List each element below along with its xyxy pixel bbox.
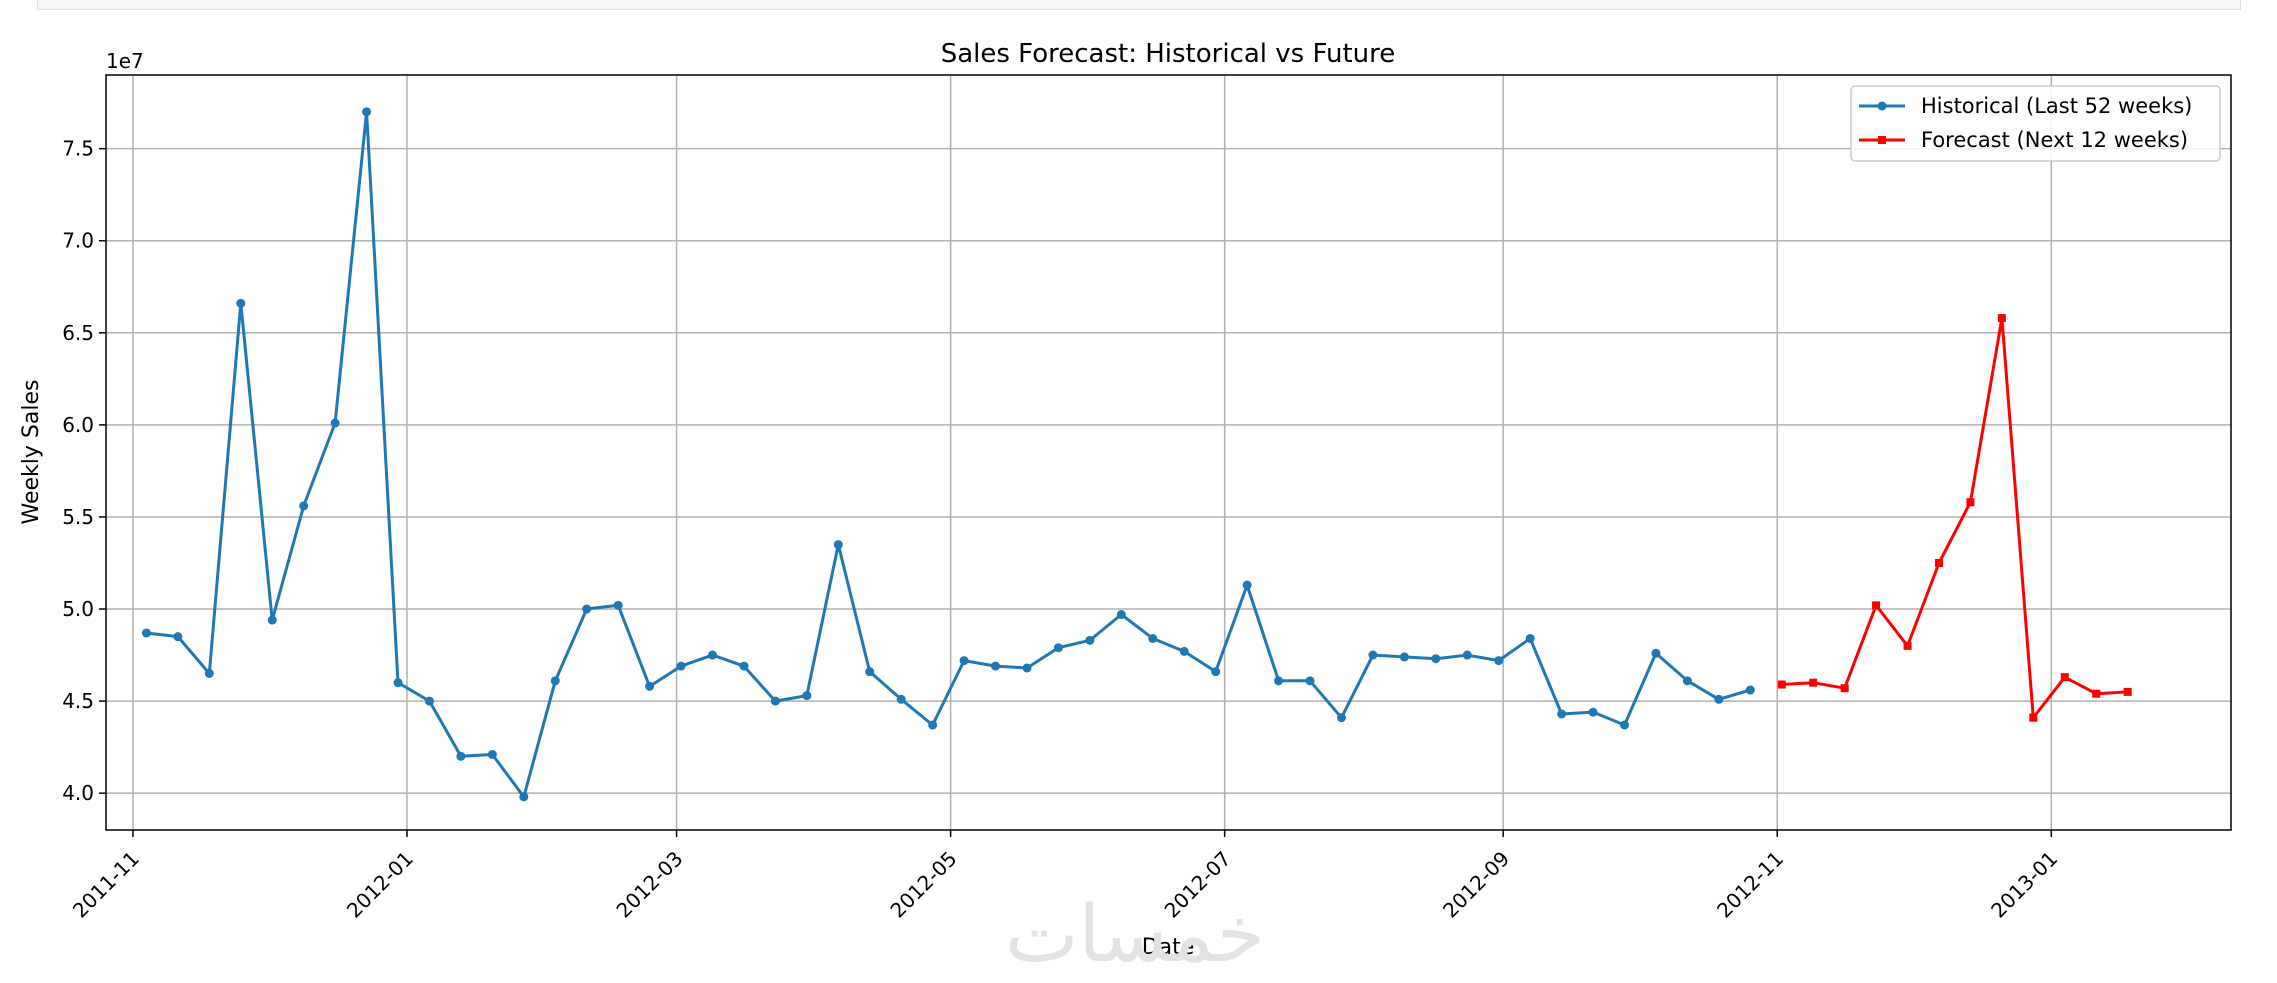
data-point-historical <box>959 656 969 666</box>
data-point-historical <box>613 600 623 610</box>
x-tick-label: 2012-01 <box>342 846 418 922</box>
y-tick-label: 5.5 <box>62 505 94 529</box>
data-point-historical <box>676 661 686 671</box>
data-point-historical <box>141 628 151 638</box>
data-point-historical <box>708 650 718 660</box>
legend-label-forecast: Forecast (Next 12 weeks) <box>1921 128 2188 152</box>
data-point-historical <box>299 501 309 511</box>
data-point-historical <box>928 720 938 730</box>
data-point-historical <box>267 615 277 625</box>
x-tick-label: 2011-11 <box>68 846 144 922</box>
data-point-historical <box>393 678 403 688</box>
plot-frame <box>105 74 2232 831</box>
legend: Historical (Last 52 weeks) Forecast (Nex… <box>1850 85 2221 162</box>
data-point-historical <box>833 540 843 550</box>
data-point-historical <box>739 661 749 671</box>
y-tick-label: 4.5 <box>62 689 94 713</box>
data-point-historical <box>550 676 560 686</box>
data-point-historical <box>519 792 529 802</box>
data-point-historical <box>1116 610 1126 620</box>
x-tick-label: 2012-09 <box>1438 846 1514 922</box>
data-point-historical <box>173 632 183 642</box>
data-point-forecast <box>2123 687 2132 696</box>
data-point-historical <box>1557 709 1567 719</box>
data-point-forecast <box>1903 641 1912 650</box>
data-point-historical <box>1242 580 1252 590</box>
data-point-historical <box>865 667 875 677</box>
data-point-historical <box>1336 713 1346 723</box>
data-point-forecast <box>1966 498 1975 507</box>
data-point-forecast <box>2060 673 2069 682</box>
data-point-historical <box>1053 643 1063 653</box>
data-point-historical <box>1368 650 1378 660</box>
data-point-historical <box>424 696 434 706</box>
watermark-logo: خمسات <box>1005 890 1266 980</box>
y-tick-label: 4.0 <box>62 781 94 805</box>
data-point-historical <box>1494 656 1504 666</box>
data-point-historical <box>236 298 246 308</box>
series-line-forecast <box>1781 316 2128 720</box>
grid-lines <box>106 75 2231 830</box>
x-tick-label: 2012-11 <box>1712 846 1788 922</box>
data-point-historical <box>1462 650 1472 660</box>
data-point-historical <box>1619 720 1629 730</box>
y-tick-label: 5.0 <box>62 597 94 621</box>
series-layer <box>141 107 2132 802</box>
x-axis-label: Date <box>1142 935 1195 960</box>
data-point-historical <box>1682 676 1692 686</box>
data-point-forecast <box>1872 601 1881 610</box>
ticks: 2011-11 2012-01 2012-03 2012-05 2012-07 2012-… <box>62 137 2062 923</box>
series-line-historical <box>146 110 1751 799</box>
x-tick-label: 2013-01 <box>1986 846 2062 922</box>
data-point-historical <box>1651 648 1661 658</box>
y-tick-label: 6.5 <box>62 321 94 345</box>
y-tick-label: 7.0 <box>62 229 94 253</box>
data-point-historical <box>896 694 906 704</box>
data-point-historical <box>204 668 214 678</box>
data-point-forecast <box>1809 678 1818 687</box>
top-bar <box>37 0 2241 10</box>
legend-marker-forecast <box>1878 136 1886 144</box>
data-point-historical <box>991 661 1001 671</box>
data-point-historical <box>645 681 655 691</box>
y-axis-label: Weekly Sales <box>19 380 44 525</box>
data-point-historical <box>1022 663 1032 673</box>
legend-marker-historical <box>1877 101 1887 111</box>
data-point-forecast <box>2029 713 2038 722</box>
legend-box <box>1850 85 2221 162</box>
data-point-historical <box>362 107 372 117</box>
chart-title: Sales Forecast: Historical vs Future <box>941 39 1396 69</box>
data-point-forecast <box>1840 684 1849 693</box>
x-tick-label: 2012-03 <box>611 846 687 922</box>
data-point-historical <box>456 751 466 761</box>
x-tick-label: 2012-05 <box>885 846 961 922</box>
data-point-historical <box>330 418 340 428</box>
data-point-historical <box>1431 654 1441 664</box>
data-point-historical <box>1148 633 1158 643</box>
data-point-historical <box>770 696 780 706</box>
data-point-historical <box>582 604 592 614</box>
data-point-historical <box>1085 635 1095 645</box>
data-point-historical <box>1399 652 1409 662</box>
data-point-forecast <box>1777 680 1786 689</box>
data-point-forecast <box>1997 314 2006 323</box>
data-point-historical <box>1745 685 1755 695</box>
data-point-historical <box>802 691 812 701</box>
data-point-historical <box>1714 694 1724 704</box>
data-point-forecast <box>1934 558 1943 567</box>
y-offset-label: 1e7 <box>106 49 144 73</box>
data-point-historical <box>1274 676 1284 686</box>
data-point-historical <box>1179 646 1189 656</box>
data-point-historical <box>1588 707 1598 717</box>
data-point-historical <box>1211 667 1221 677</box>
y-tick-label: 6.0 <box>62 413 94 437</box>
data-point-historical <box>1525 633 1535 643</box>
data-point-historical <box>487 750 497 759</box>
data-point-forecast <box>2092 689 2101 698</box>
y-tick-label: 7.5 <box>62 137 94 161</box>
legend-label-historical: Historical (Last 52 weeks) <box>1921 94 2192 118</box>
data-point-historical <box>1305 676 1315 686</box>
